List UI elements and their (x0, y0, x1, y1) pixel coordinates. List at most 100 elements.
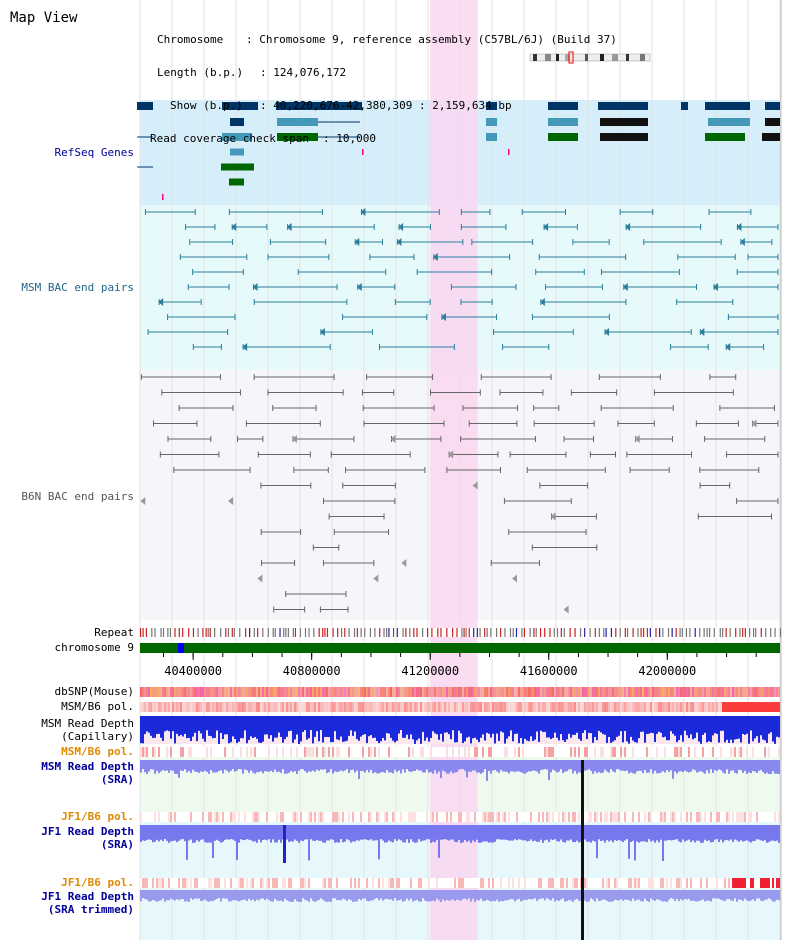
msm-pol-cell (452, 702, 454, 712)
msm-pol-cell (648, 702, 650, 712)
msm-sra-depth-bar (606, 760, 608, 772)
jf1-trim-depth-bar (382, 890, 384, 901)
jf1-pol2-cell (728, 878, 730, 888)
b6n-bac-arrow (401, 559, 407, 567)
jf1-pol2-cell (598, 878, 600, 888)
msm-pol2-cell (170, 747, 172, 757)
msm-cap-depth-bar (382, 716, 384, 739)
msm-pol2-cell (224, 747, 226, 757)
msm-sra-depth-bar (578, 760, 580, 773)
jf1-pol-cell (374, 812, 376, 822)
msm-sra-depth-bar (314, 760, 316, 772)
repeat-element (360, 628, 362, 637)
msm-pol-cell (402, 702, 404, 712)
msm-sra-depth-bar (554, 760, 556, 771)
jf1-trim-depth-bar (328, 890, 330, 902)
jf1-trim-depth-bar (450, 890, 452, 901)
msm-pol-cell (176, 702, 178, 712)
jf1-sra-depth-bar (692, 825, 694, 841)
jf1-pol2-cell (286, 878, 288, 888)
jf1-pol2-cell (456, 878, 458, 888)
dbsnp-cell (550, 687, 552, 697)
repeat-element (245, 628, 247, 637)
jf1-trim-depth-bar (408, 890, 410, 901)
dbsnp-cell (684, 687, 686, 697)
msm-pol2-cell (746, 747, 748, 757)
jf1-trim-depth-bar (512, 890, 514, 900)
msm-pol-cell (168, 702, 170, 712)
dbsnp-cell (582, 687, 584, 697)
jf1-pol2-cell (364, 878, 366, 888)
repeat-element (322, 628, 324, 637)
jf1-pol2-cell (636, 878, 638, 888)
repeat-element (402, 628, 404, 637)
msm-pol-cell (590, 702, 592, 712)
jf1-pol2-cell (596, 878, 598, 888)
msm-bac-label[interactable]: MSM BAC end pairs (21, 281, 134, 294)
msm-sra-depth-bar (436, 760, 438, 774)
msm-sra-depth-bar (458, 760, 460, 770)
jf1-pol-cell (328, 812, 330, 822)
msm-pol-cell (602, 702, 604, 712)
jf1-pol-label: JF1/B6 pol. (61, 810, 134, 823)
msm-cap-depth-bar (472, 716, 474, 739)
msm-sra-depth-bar (692, 760, 694, 770)
msm-pol-cell (658, 702, 660, 712)
dbsnp-cell (602, 687, 604, 697)
jf1-trim-label-2: (SRA trimmed) (47, 903, 134, 916)
jf1-pol-cell (638, 812, 640, 822)
refseq-gene (486, 133, 497, 141)
dbsnp-cell (266, 687, 268, 697)
jf1-pol-cell (336, 812, 338, 822)
repeat-element (749, 628, 751, 637)
msm-pol2-cell (200, 747, 202, 757)
jf1-pol2-cell (338, 878, 340, 888)
jf1-pol2-cell (530, 878, 532, 888)
repeat-element (725, 628, 727, 637)
jf1-pol2-cell (316, 878, 318, 888)
jf1-sra-depth-bar (164, 825, 166, 840)
msm-pol-cell (392, 702, 394, 712)
msm-sra-depth-bar (326, 760, 328, 774)
msm-bac-arrow (736, 223, 742, 231)
msm-pol-cell (372, 702, 374, 712)
jf1-pol-cell (244, 812, 246, 822)
jf1-pol-cell (268, 812, 270, 822)
jf1-pol2-cell (700, 878, 702, 888)
msm-cap-depth-bar (668, 716, 670, 741)
msm-sra-depth-bar (400, 760, 402, 774)
jf1-sra-depth-bar (506, 825, 508, 840)
jf1-sra-depth-bar (228, 825, 230, 840)
jf1-pol2-cell (536, 878, 538, 888)
msm-sra-depth-bar (414, 760, 416, 771)
jf1-sra-depth-bar (464, 825, 466, 840)
jf1-pol2-cell (674, 878, 676, 888)
msm-pol2-cell (408, 747, 410, 757)
jf1-trim-depth-bar (638, 890, 640, 900)
msm-pol2-cell (490, 747, 492, 757)
dbsnp-cell (364, 687, 366, 697)
jf1-pol-cell (398, 812, 400, 822)
msm-sra-depth-bar (182, 760, 184, 772)
jf1-trim-depth-bar (718, 890, 720, 899)
refseq-label[interactable]: RefSeq Genes (54, 146, 134, 159)
jf1-pol-cell (488, 812, 490, 822)
msm-pol2-cell (438, 747, 440, 757)
dbsnp-cell (428, 687, 430, 697)
jf1-pol2-cell (160, 878, 162, 888)
dbsnp-cell (748, 687, 750, 697)
dbsnp-cell (522, 687, 524, 697)
jf1-pol2-cell (764, 878, 766, 888)
jf1-pol2-cell (410, 878, 412, 888)
msm-sra-depth-bar (464, 760, 466, 771)
msm-cap-depth-bar (686, 716, 688, 736)
dbsnp-cell (152, 687, 154, 697)
jf1-pol2-cell (254, 878, 256, 888)
b6n-bac-label[interactable]: B6N BAC end pairs (21, 490, 134, 503)
repeat-element (446, 628, 448, 637)
jf1-pol2-cell (660, 878, 662, 888)
repeat-element (426, 628, 429, 637)
dbsnp-cell (258, 687, 260, 697)
jf1-pol-cell (762, 812, 764, 822)
jf1-pol2-cell (212, 878, 214, 888)
